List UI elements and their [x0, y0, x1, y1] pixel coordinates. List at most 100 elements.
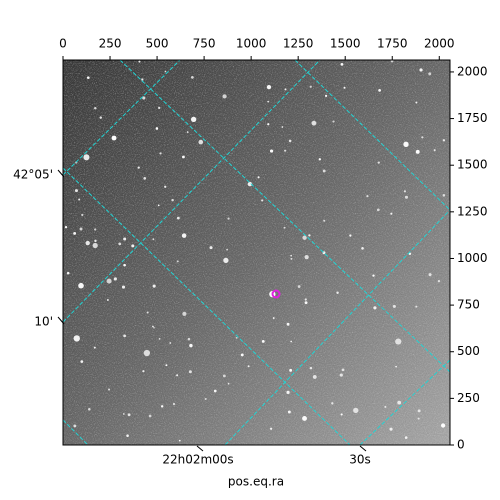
x-tick-label: 750 [193, 37, 216, 51]
star [415, 101, 418, 104]
star [137, 166, 140, 169]
stars [64, 60, 446, 442]
y-tick-label: 1750 [457, 111, 488, 125]
star [92, 242, 98, 249]
star [392, 304, 396, 308]
star [395, 365, 397, 368]
star [267, 100, 270, 103]
star [442, 139, 446, 142]
star [158, 106, 161, 110]
star [331, 402, 334, 405]
star [165, 364, 168, 367]
star [94, 107, 97, 110]
star [261, 199, 264, 202]
grid-line [359, 359, 450, 445]
star [222, 94, 227, 99]
grid-line [63, 60, 321, 323]
x-tick-label: 1750 [377, 37, 408, 51]
star [106, 298, 109, 301]
star [85, 240, 90, 246]
y-tick-label: 0 [457, 438, 465, 452]
x-tick-label: 0 [59, 37, 67, 51]
x-tick-label: 500 [146, 37, 169, 51]
target-marker [271, 289, 281, 299]
star [309, 366, 313, 370]
grid-line [63, 60, 181, 176]
star [153, 326, 155, 329]
star [269, 427, 273, 430]
star [376, 208, 380, 212]
star [83, 154, 90, 161]
star [289, 368, 293, 372]
star [377, 161, 380, 164]
x-axis-label: pos.eq.ra [228, 475, 284, 489]
star [155, 127, 159, 130]
star [131, 244, 135, 248]
star [323, 219, 326, 222]
star [74, 189, 78, 193]
star [304, 301, 308, 305]
star [404, 195, 408, 199]
dec-tick [57, 169, 65, 178]
star [106, 278, 112, 284]
star [311, 120, 317, 126]
star [288, 139, 292, 143]
star [372, 274, 375, 277]
star [73, 231, 77, 235]
star [107, 388, 111, 391]
star [281, 126, 284, 128]
star [390, 212, 393, 215]
star [176, 260, 179, 263]
star [235, 336, 238, 339]
star [267, 123, 270, 126]
star [341, 368, 345, 372]
star [157, 204, 160, 207]
star [160, 405, 164, 408]
dec-tick-label: 10' [34, 315, 53, 329]
star [395, 338, 402, 345]
star [142, 96, 146, 100]
star [286, 322, 290, 326]
star [247, 181, 253, 187]
star [94, 239, 97, 243]
star [247, 365, 250, 368]
star [88, 407, 91, 411]
star [433, 149, 436, 152]
star [324, 94, 328, 98]
star [415, 305, 418, 308]
x-tick-label: 1500 [330, 37, 361, 51]
star [138, 60, 141, 63]
star [302, 416, 307, 421]
star [169, 342, 172, 344]
star [111, 135, 117, 141]
star [164, 70, 167, 73]
ra-tick [196, 445, 204, 452]
star [269, 149, 274, 153]
star [94, 228, 97, 231]
star [81, 213, 84, 216]
y-tick-label: 1250 [457, 204, 488, 218]
star [118, 242, 122, 246]
star [93, 346, 96, 349]
star [66, 271, 70, 275]
star [373, 306, 377, 310]
y-tick-label: 2000 [457, 64, 488, 78]
star [121, 285, 126, 289]
star [283, 226, 286, 229]
star [78, 282, 84, 289]
star [403, 141, 409, 147]
grid-line [63, 167, 351, 445]
star [182, 311, 187, 316]
grid-line [119, 60, 450, 373]
star [336, 291, 339, 294]
star [384, 405, 387, 408]
star [113, 277, 117, 281]
star [126, 434, 129, 438]
star [158, 337, 161, 340]
star [322, 169, 326, 173]
star [223, 257, 229, 264]
star [152, 284, 156, 288]
star [312, 374, 317, 379]
x-tick-label: 250 [99, 37, 122, 51]
star [353, 407, 359, 414]
